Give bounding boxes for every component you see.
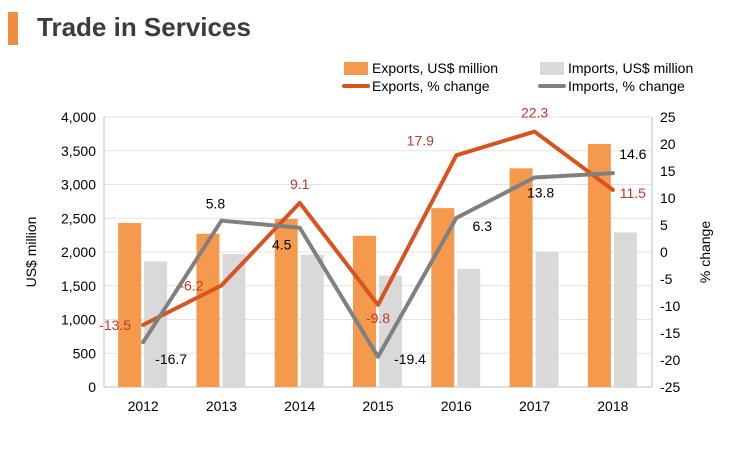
x-tick-label: 2018 <box>597 398 628 414</box>
exports-bar <box>353 235 376 387</box>
exports-change-label: 11.5 <box>620 185 646 201</box>
imports-change-label: -19.4 <box>394 351 426 367</box>
y-right-tick-label: 25 <box>660 109 676 125</box>
exports-bar <box>274 218 298 387</box>
y-tick-label: 500 <box>73 345 97 361</box>
y-tick-label: 2,500 <box>61 210 96 226</box>
exports-change-label: 17.9 <box>407 132 434 148</box>
imports-bar <box>535 252 559 387</box>
x-tick-label: 2014 <box>284 398 315 414</box>
x-tick-label: 2013 <box>206 398 237 414</box>
y-right-tick-label: -20 <box>660 352 680 368</box>
y-right-tick-label: -5 <box>660 271 673 287</box>
y-right-tick-label: -15 <box>660 325 680 341</box>
title-accent-bar <box>8 12 18 45</box>
x-tick-label: 2017 <box>519 398 550 414</box>
imports-change-label: 14.6 <box>619 146 646 162</box>
y-tick-label: 1,500 <box>61 278 96 294</box>
imports-bar <box>300 254 324 387</box>
x-tick-label: 2012 <box>128 398 159 414</box>
imports-bar <box>222 254 246 387</box>
imports-bar <box>457 268 481 387</box>
exports-change-label: 9.1 <box>290 176 310 192</box>
page-title: Trade in Services <box>37 12 251 42</box>
y-tick-label: 3,000 <box>61 177 96 193</box>
imports-change-label: 6.3 <box>473 218 493 234</box>
y-right-axis-title: % change <box>697 221 713 283</box>
y-axis-title: US$ million <box>23 217 39 288</box>
y-tick-label: 4,000 <box>61 109 96 125</box>
exports-bar <box>587 144 611 387</box>
y-right-tick-label: -10 <box>660 298 680 314</box>
legend-swatch-imports-bar <box>540 62 564 75</box>
legend-label-exports-bar: Exports, US$ million <box>372 60 498 76</box>
legend-label-imports-line: Imports, % change <box>568 78 685 94</box>
exports-change-label: -13.5 <box>99 317 131 333</box>
imports-change-label: 13.8 <box>527 184 554 200</box>
y-right-tick-label: 5 <box>660 217 668 233</box>
imports-bar <box>613 232 637 387</box>
exports-change-label: -6.2 <box>179 277 203 293</box>
y-right-tick-label: 0 <box>660 244 668 260</box>
y-tick-label: 2,000 <box>61 244 96 260</box>
exports-bar <box>509 168 533 387</box>
imports-change-line <box>141 171 615 359</box>
exports-change-label: -9.8 <box>366 310 390 326</box>
exports-bar <box>118 222 142 387</box>
y-right-tick-label: -25 <box>660 379 680 395</box>
y-tick-label: 1,000 <box>61 312 96 328</box>
legend-label-exports-line: Exports, % change <box>372 78 490 94</box>
x-tick-label: 2015 <box>362 398 393 414</box>
legend-label-imports-bar: Imports, US$ million <box>568 60 693 76</box>
x-tick-label: 2016 <box>441 398 472 414</box>
y-right-tick-label: 20 <box>660 136 676 152</box>
exports-change-line <box>141 129 615 327</box>
legend-swatch-exports-bar <box>344 62 368 75</box>
y-tick-label: 3,500 <box>61 143 96 159</box>
imports-change-label: 4.5 <box>272 237 292 253</box>
exports-change-label: 22.3 <box>521 105 548 121</box>
imports-change-label: 5.8 <box>206 196 226 212</box>
exports-bar <box>196 233 220 387</box>
y-right-tick-label: 10 <box>660 190 676 206</box>
imports-change-label: -16.7 <box>155 351 187 367</box>
y-right-tick-label: 15 <box>660 163 676 179</box>
exports-bar <box>431 208 455 387</box>
y-tick-label: 0 <box>88 379 96 395</box>
